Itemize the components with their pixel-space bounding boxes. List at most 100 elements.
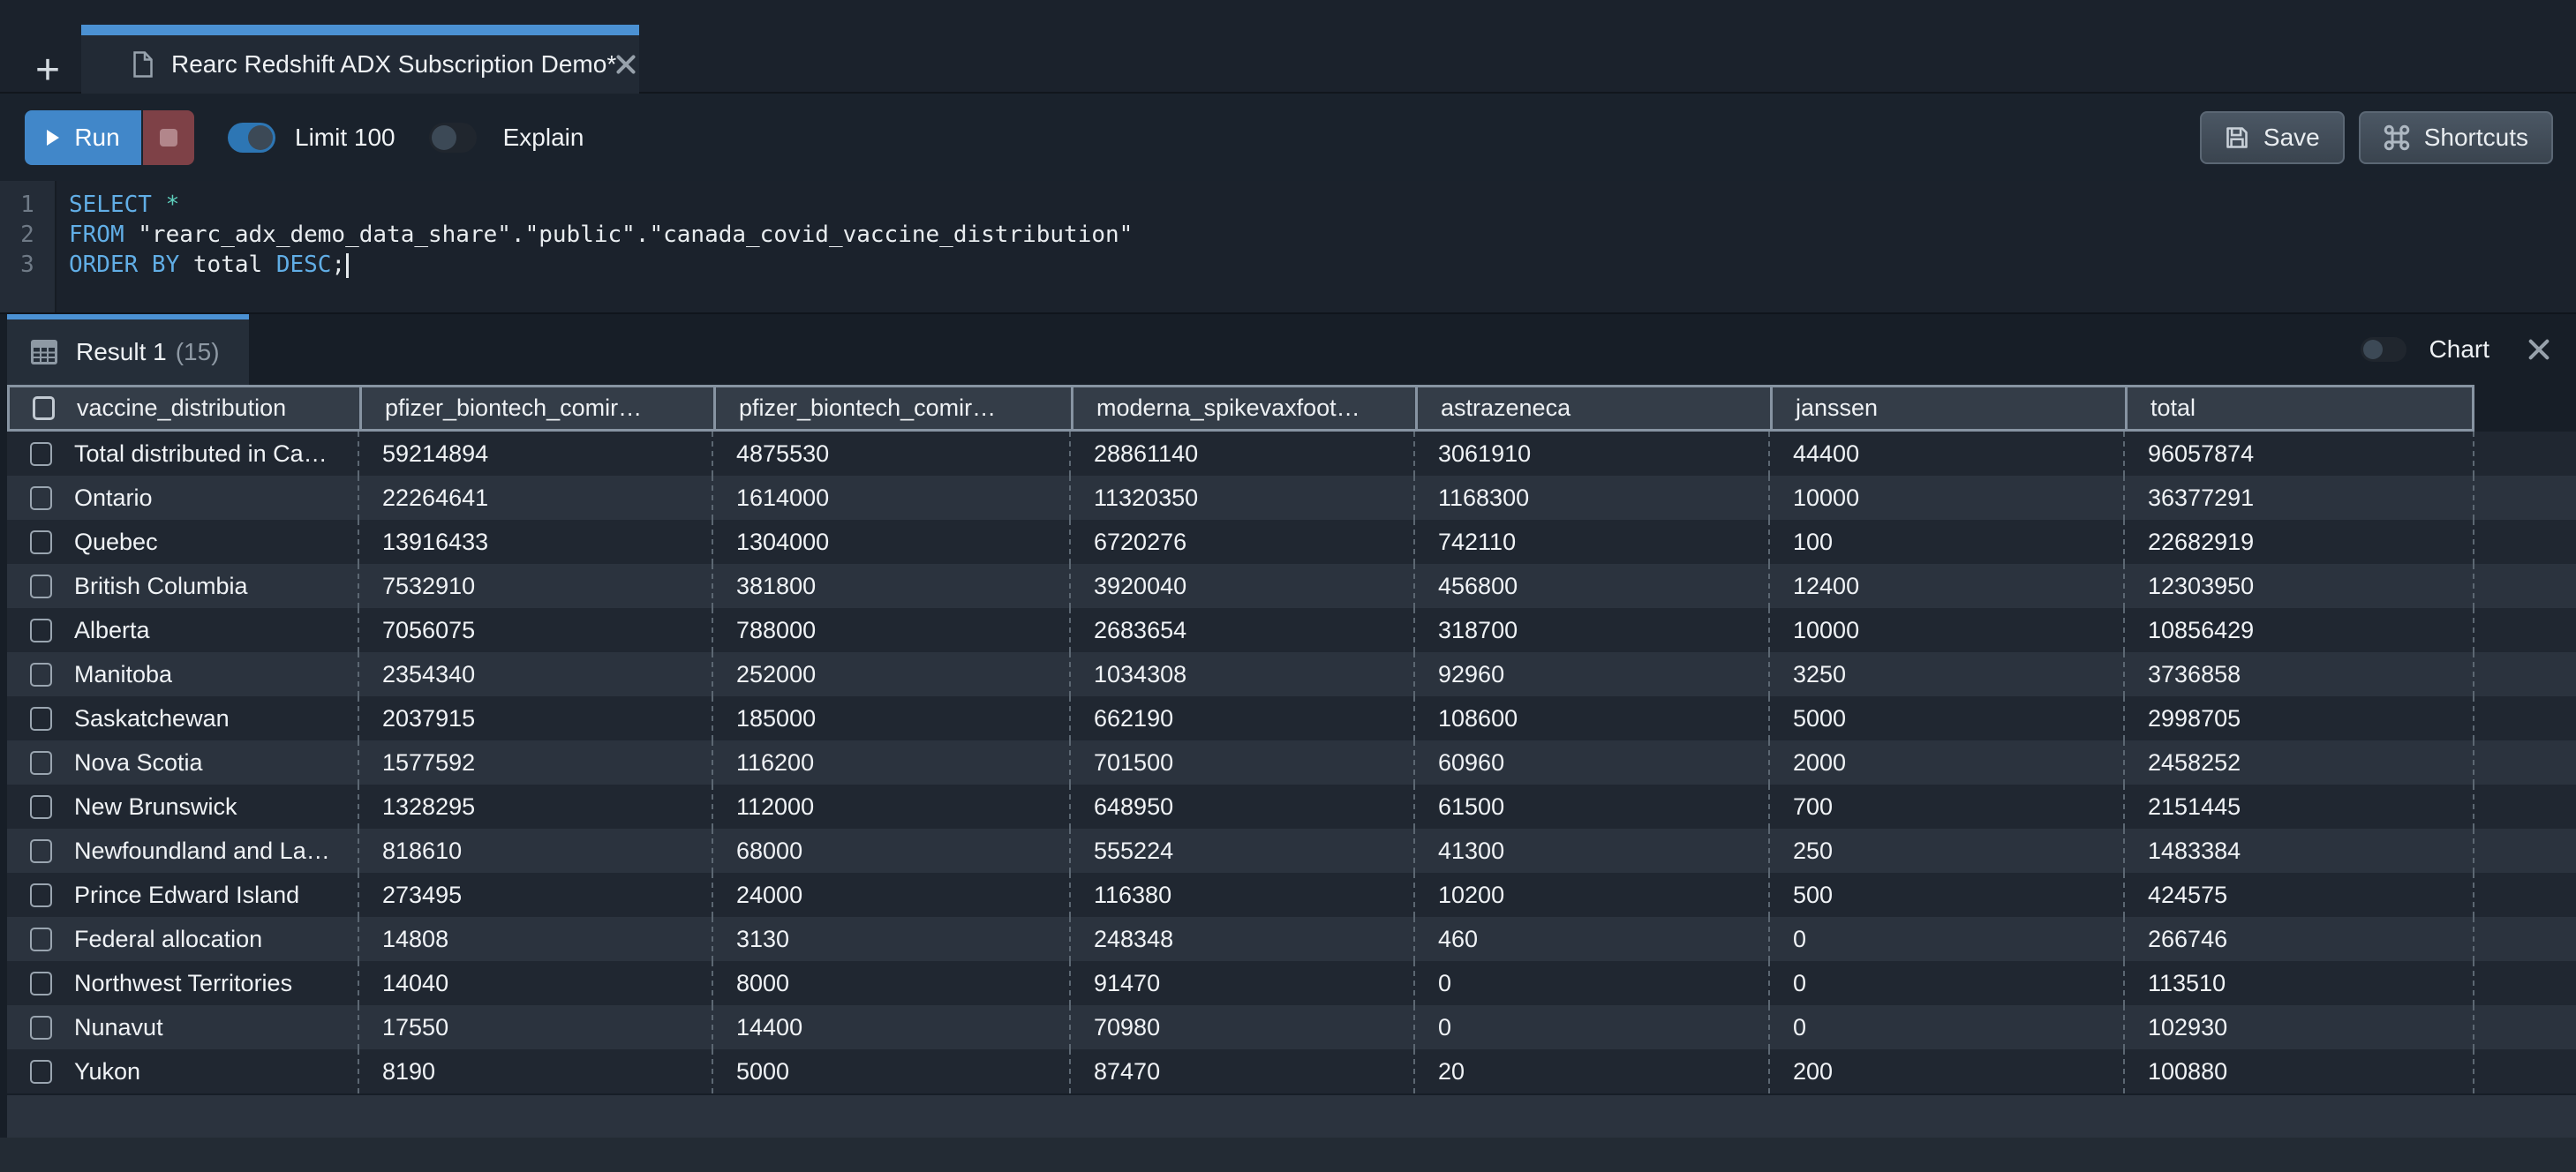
cell-value: 456800 (1438, 572, 1518, 599)
row-checkbox[interactable] (30, 794, 52, 819)
table-cell: 14808 (359, 917, 713, 961)
row-checkbox[interactable] (30, 441, 52, 466)
shortcuts-button[interactable]: Shortcuts (2358, 110, 2553, 164)
cell-value: Saskatchewan (74, 704, 230, 732)
row-checkbox[interactable] (30, 618, 52, 642)
table-cell: 11320350 (1071, 476, 1415, 520)
header-cell[interactable]: pfizer_biontech_comir… (362, 387, 716, 429)
table-cell: 0 (1415, 961, 1770, 1005)
sql-code-area[interactable]: SELECT * FROM "rearc_adx_demo_data_share"… (56, 181, 2576, 312)
table-row: Prince Edward Island 273495 24000 116380 102… (7, 873, 2576, 917)
header-cell[interactable]: janssen (1773, 387, 2128, 429)
row-checkbox[interactable] (30, 971, 52, 995)
cell-value: 6720276 (1094, 528, 1187, 555)
row-filler (2474, 917, 2576, 961)
run-button[interactable]: Run (25, 109, 141, 165)
table-cell: 0 (1415, 1005, 1770, 1049)
table-cell: 273495 (359, 873, 713, 917)
table-icon (30, 339, 58, 365)
cell-value: Nunavut (74, 1013, 163, 1041)
row-checkbox[interactable] (30, 574, 52, 598)
cell-value: 22682919 (2148, 528, 2255, 555)
stop-button[interactable] (143, 109, 194, 165)
row-checkbox[interactable] (30, 750, 52, 775)
header-cell[interactable]: vaccine_distribution (10, 387, 362, 429)
table-cell: 116200 (713, 740, 1071, 785)
cell-value: 273495 (382, 881, 463, 908)
row-checkbox[interactable] (30, 485, 52, 510)
cell-value: Manitoba (74, 660, 173, 687)
results-header: Result 1 (15) Chart (0, 314, 2576, 385)
active-editor-tab[interactable]: Rearc Redshift ADX Subscription Demo* (81, 25, 639, 94)
row-checkbox[interactable] (30, 530, 52, 554)
cell-value: 2998705 (2148, 704, 2241, 732)
sql-editor[interactable]: 1 2 3 SELECT * FROM "rearc_adx_demo_data_sh… (0, 181, 2576, 312)
cell-value: 12400 (1793, 572, 1860, 599)
cell-value: 1614000 (736, 484, 830, 511)
command-icon (2384, 124, 2410, 151)
cell-value: 250 (1793, 837, 1834, 864)
table-row: Manitoba 2354340 252000 1034308 92960 3250 373… (7, 652, 2576, 696)
table-cell: 742110 (1415, 520, 1770, 564)
chart-toggle[interactable] (2360, 337, 2407, 362)
row-checkbox[interactable] (30, 662, 52, 687)
save-button[interactable]: Save (2199, 110, 2345, 164)
explain-toggle[interactable] (428, 122, 477, 153)
table-cell: Total distributed in Ca… (7, 432, 359, 476)
header-cell[interactable]: pfizer_biontech_comir… (716, 387, 1073, 429)
cell-value: 10200 (1438, 881, 1505, 908)
save-icon (2225, 125, 2249, 150)
cell-value: Newfoundland and La… (74, 837, 330, 864)
new-tab-button[interactable]: + (26, 49, 69, 92)
select-all-checkbox[interactable] (33, 396, 55, 420)
limit-toggle[interactable] (228, 122, 275, 153)
table-cell: 102930 (2125, 1005, 2474, 1049)
table-cell: New Brunswick (7, 785, 359, 829)
table-cell: 5000 (713, 1049, 1071, 1093)
row-filler (2474, 829, 2576, 873)
cell-value: 648950 (1094, 793, 1174, 820)
table-cell: 7056075 (359, 608, 713, 652)
cell-value: New Brunswick (74, 793, 237, 820)
table-cell: Federal allocation (7, 917, 359, 961)
cell-value: 14040 (382, 969, 449, 996)
table-row: Newfoundland and La… 818610 68000 555224 413… (7, 829, 2576, 873)
row-checkbox[interactable] (30, 706, 52, 731)
table-cell: 818610 (359, 829, 713, 873)
row-checkbox[interactable] (30, 927, 52, 951)
cell-value: Total distributed in Ca… (74, 440, 328, 467)
cell-value: 92960 (1438, 660, 1505, 687)
tab-close-icon[interactable] (616, 55, 636, 74)
row-checkbox[interactable] (30, 883, 52, 907)
play-icon (46, 129, 60, 146)
cell-value: 1034308 (1094, 660, 1187, 687)
cell-value: 252000 (736, 660, 817, 687)
cell-value: 185000 (736, 704, 817, 732)
row-checkbox[interactable] (30, 1059, 52, 1084)
result-tab[interactable]: Result 1 (15) (7, 314, 249, 385)
table-header-row: vaccine_distribution pfizer_biontech_comi… (7, 385, 2474, 432)
row-checkbox[interactable] (30, 838, 52, 863)
table-row: Northwest Territories 14040 8000 91470 0 0 113… (7, 961, 2576, 1005)
table-cell: 24000 (713, 873, 1071, 917)
header-cell[interactable]: total (2128, 387, 2477, 429)
row-filler (2474, 432, 2576, 476)
table-cell: 14040 (359, 961, 713, 1005)
header-cell[interactable]: astrazeneca (1418, 387, 1773, 429)
code-line: ORDER BY total DESC; (69, 250, 2576, 280)
chart-toggle-label: Chart (2429, 335, 2489, 363)
table-cell: 185000 (713, 696, 1071, 740)
table-row: Total distributed in Ca… 59214894 4875530 2… (7, 432, 2576, 476)
table-cell: 0 (1770, 961, 2125, 1005)
row-checkbox[interactable] (30, 1015, 52, 1040)
header-cell-label: pfizer_biontech_comir… (739, 394, 997, 421)
table-row: Ontario 22264641 1614000 11320350 1168300 100… (7, 476, 2576, 520)
results-close-icon[interactable] (2528, 339, 2550, 360)
table-cell: 2151445 (2125, 785, 2474, 829)
header-cell[interactable]: moderna_spikevaxfoot… (1073, 387, 1418, 429)
cell-value: 17550 (382, 1013, 449, 1041)
table-cell: 68000 (713, 829, 1071, 873)
cell-value: 116380 (1094, 881, 1172, 908)
table-cell: 1483384 (2125, 829, 2474, 873)
table-cell: Manitoba (7, 652, 359, 696)
